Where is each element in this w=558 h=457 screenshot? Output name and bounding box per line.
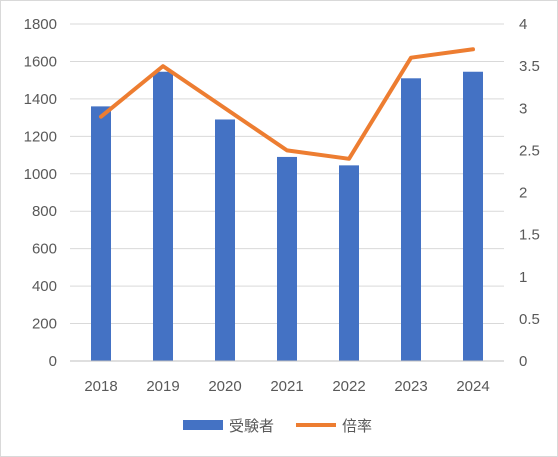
legend-swatch-bar [183,420,223,430]
left-tick-label: 800 [32,203,57,220]
right-tick-label: 2.5 [519,142,540,159]
right-tick-label: 1.5 [519,227,540,244]
right-axis: 0 0.5 1 1.5 2 2.5 3 3.5 4 [519,16,540,370]
left-tick-label: 600 [32,241,57,258]
left-axis: 0 200 400 600 800 1000 1200 1400 1600 1800 [24,16,57,370]
right-tick-label: 0 [519,353,527,370]
legend-label-line: 倍率 [342,417,372,435]
left-tick-label: 1200 [24,128,57,145]
legend-label-bar: 受験者 [229,417,274,435]
legend: 受験者 倍率 [183,417,372,435]
left-tick-label: 1600 [24,53,57,70]
line-series-path [99,47,475,161]
right-tick-label: 4 [519,16,527,33]
bar-series [91,71,483,362]
x-tick-label: 2020 [208,378,241,395]
left-tick-label: 400 [32,278,57,295]
right-tick-label: 3 [519,100,527,117]
x-tick-label: 2024 [456,378,489,395]
right-tick-label: 2 [519,185,527,202]
left-tick-label: 1800 [24,16,57,33]
x-tick-label: 2019 [146,378,179,395]
bar [339,165,359,361]
x-axis: 2018 2019 2020 2021 2022 2023 2024 [70,360,504,395]
left-tick-label: 1000 [24,166,57,183]
x-tick-label: 2021 [270,378,303,395]
left-tick-label: 0 [49,353,57,370]
left-tick-label: 200 [32,316,57,333]
bar [215,119,235,361]
right-tick-label: 3.5 [519,58,540,75]
bar [277,156,297,361]
right-tick-label: 1 [519,269,527,286]
line-series [99,47,475,161]
left-tick-label: 1400 [24,91,57,108]
right-tick-label: 0.5 [519,311,540,328]
bar [91,106,111,361]
x-tick-label: 2018 [84,378,117,395]
x-tick-label: 2022 [332,378,365,395]
bar [463,71,483,361]
bar [153,71,173,361]
x-tick-label: 2023 [394,378,427,395]
bar [401,78,421,362]
